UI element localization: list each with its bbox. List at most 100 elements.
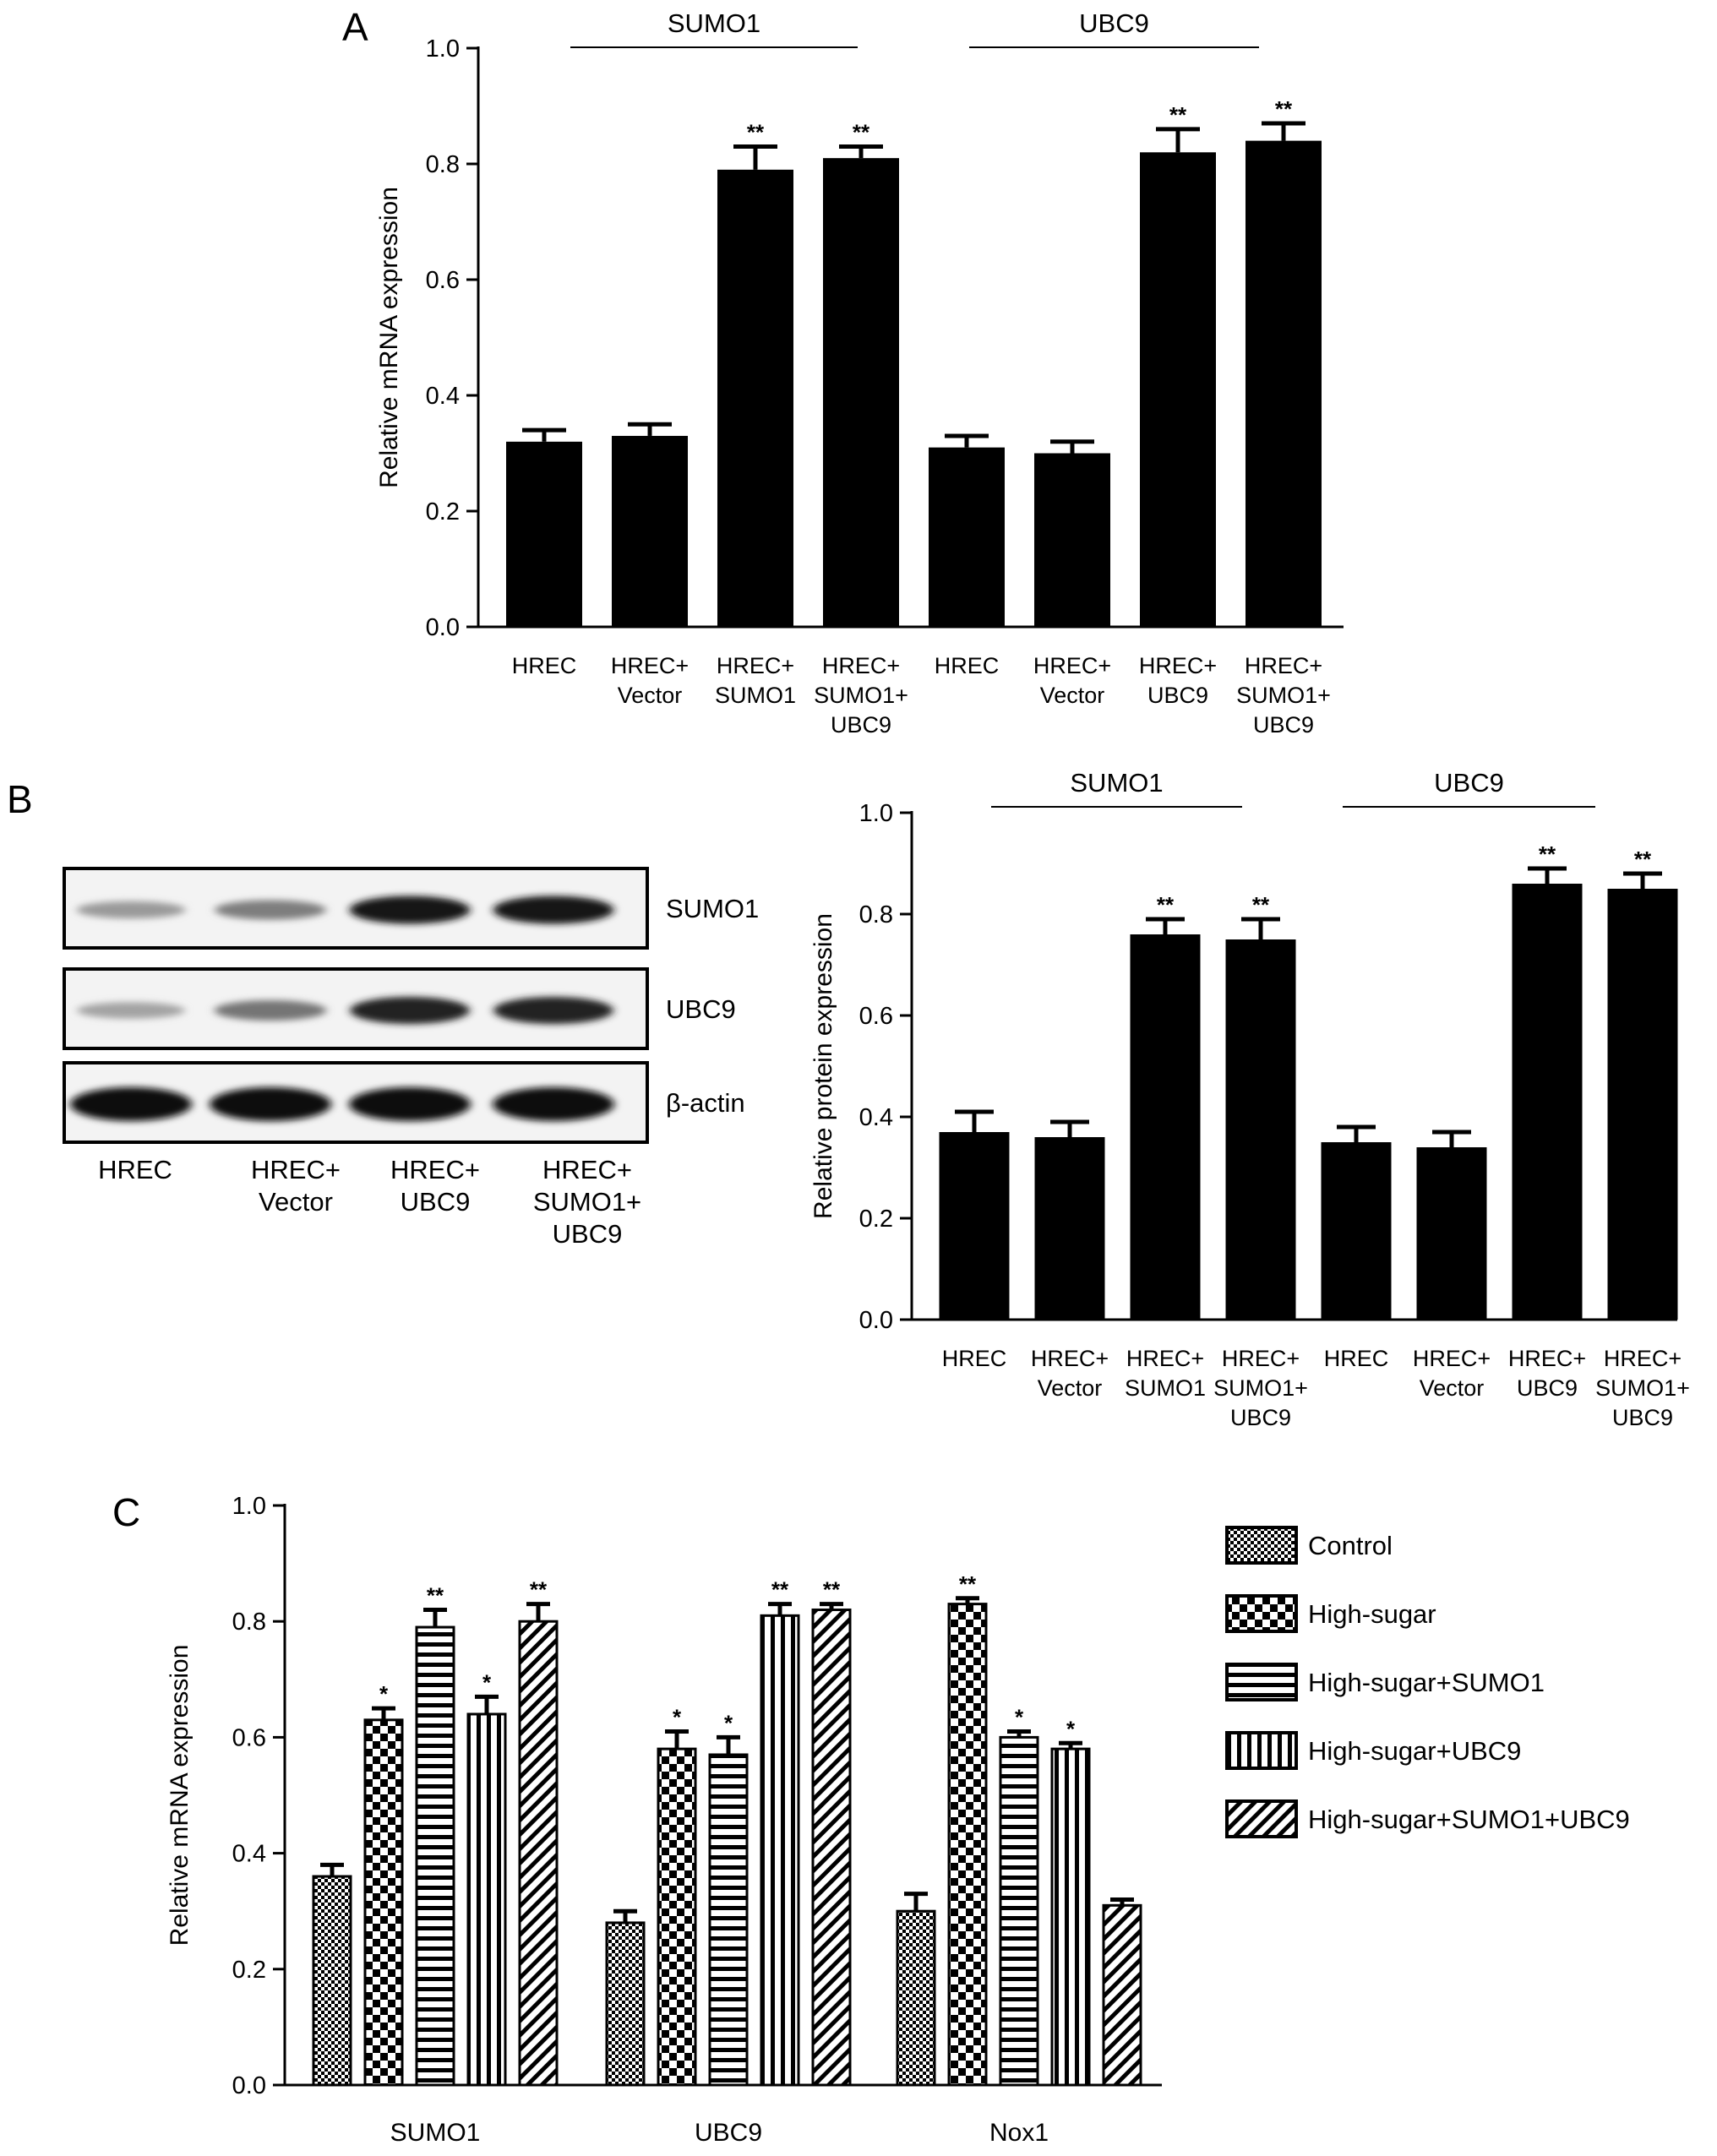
x-tick-label: HREC+ Vector — [1413, 1346, 1491, 1401]
x-tick-label: SUMO1 — [390, 2119, 481, 2147]
y-axis-title: Relative protein expression — [809, 913, 837, 1219]
blot-band — [350, 996, 470, 1025]
x-tick-label: HREC+ Vector — [1031, 1346, 1109, 1401]
x-tick-label: HREC+ SUMO1+ UBC9 — [1236, 653, 1331, 738]
group-label: SUMO1 — [668, 8, 760, 38]
blot-lane-label: HREC+ SUMO1+ UBC9 — [533, 1155, 641, 1249]
bar — [811, 1608, 852, 2087]
significance-label: ** — [771, 1577, 789, 1603]
panel-letter-b: B — [7, 777, 33, 821]
x-tick-label: HREC+ SUMO1+ UBC9 — [814, 653, 908, 738]
blot-band — [493, 896, 614, 924]
bar — [312, 1875, 352, 2087]
y-tick-label: 0.4 — [232, 1841, 266, 1868]
significance-label: * — [1015, 1705, 1024, 1730]
blot-band — [349, 1087, 471, 1121]
y-tick-label: 0.8 — [859, 901, 893, 928]
x-tick-label: HREC+ Vector — [1033, 653, 1111, 708]
blot-band — [349, 896, 471, 924]
x-tick-label: HREC+ SUMO1 — [715, 653, 796, 708]
y-tick-label: 1.0 — [232, 1493, 266, 1520]
y-tick-label: 0.0 — [426, 614, 460, 641]
bar — [823, 158, 899, 627]
group-label: UBC9 — [1434, 768, 1504, 798]
significance-label: ** — [1275, 96, 1293, 122]
blot-row-label: β-actin — [666, 1088, 745, 1118]
blot-row-label: UBC9 — [666, 994, 736, 1024]
legend-swatch — [1225, 1526, 1298, 1565]
bar — [415, 1625, 455, 2087]
blot-row-label: SUMO1 — [666, 894, 759, 923]
significance-label: ** — [853, 119, 870, 144]
chart-a: 0.0 0.2 0.4 0.6 0.8 1.0 Relative mRNA expressi… — [375, 8, 1344, 738]
significance-label: * — [482, 1669, 492, 1695]
bar — [612, 435, 688, 627]
bar — [947, 1603, 988, 2087]
blot-band — [70, 1087, 192, 1121]
bar — [1034, 453, 1110, 627]
significance-label: ** — [823, 1577, 841, 1603]
x-tick-label: HREC+ UBC9 — [1139, 653, 1217, 708]
x-tick-label: HREC+ UBC9 — [1508, 1346, 1586, 1401]
x-tick-label: HREC — [935, 653, 1000, 678]
y-tick-label: 0.0 — [859, 1307, 893, 1334]
significance-label: ** — [1157, 892, 1175, 917]
bar — [657, 1747, 697, 2087]
legend-label: High-sugar+SUMO1+UBC9 — [1308, 1805, 1630, 1834]
bar — [929, 447, 1005, 627]
y-tick-label: 0.2 — [859, 1206, 893, 1233]
significance-label: ** — [959, 1571, 977, 1597]
legend-swatch — [1225, 1731, 1298, 1770]
y-tick-label: 0.2 — [232, 1957, 266, 1984]
y-axis-title: Relative mRNA expression — [375, 187, 403, 488]
bar — [760, 1614, 800, 2087]
chart-c: 0.0 0.2 0.4 0.6 0.8 1.0 Relative mRNA expressi… — [166, 1493, 1630, 2147]
bar — [896, 1909, 936, 2087]
significance-label: ** — [427, 1582, 444, 1608]
y-tick-label: 0.0 — [232, 2072, 266, 2099]
bar — [506, 441, 582, 627]
bar — [717, 169, 793, 628]
significance-label: ** — [747, 119, 765, 144]
bar — [1512, 884, 1583, 1320]
bar — [1102, 1903, 1142, 2087]
significance-label: ** — [1539, 841, 1556, 867]
y-tick-label: 0.6 — [426, 267, 460, 294]
blot-lane-label: HREC+ UBC9 — [390, 1155, 480, 1217]
x-tick-label: HREC — [512, 653, 577, 678]
significance-label: ** — [1634, 847, 1652, 872]
blot-lane-label: HREC — [98, 1155, 172, 1184]
x-tick-label: Nox1 — [989, 2119, 1049, 2147]
bar — [363, 1718, 404, 2087]
y-tick-label: 1.0 — [859, 800, 893, 827]
bar — [1416, 1147, 1487, 1320]
blot-band — [214, 999, 327, 1021]
bar — [605, 1921, 646, 2087]
x-tick-label: HREC+ Vector — [611, 653, 689, 708]
y-tick-label: 0.6 — [232, 1724, 266, 1751]
y-tick-label: 0.4 — [426, 383, 460, 410]
significance-label: * — [673, 1705, 682, 1730]
y-axis-title: Relative mRNA expression — [166, 1645, 194, 1946]
bar — [466, 1712, 507, 2087]
significance-label: ** — [530, 1577, 548, 1603]
y-tick-label: 1.0 — [426, 35, 460, 63]
bar — [708, 1753, 749, 2087]
y-tick-label: 0.8 — [426, 151, 460, 178]
bar — [999, 1735, 1039, 2087]
significance-label: * — [724, 1710, 733, 1735]
bar — [1050, 1747, 1091, 2087]
y-tick-label: 0.2 — [426, 498, 460, 525]
x-tick-label: HREC — [942, 1346, 1007, 1371]
legend-swatch — [1225, 1594, 1298, 1633]
blot-lane-label: HREC+ Vector — [251, 1155, 341, 1217]
y-tick-label: 0.8 — [232, 1609, 266, 1636]
western-blot: SUMO1 UBC9 β-actin HREC HREC+ Vector HREC+ UBC9… — [63, 867, 759, 1249]
bar — [1607, 889, 1678, 1320]
legend: Control High-sugar High-sugar+SUMO1 High-su… — [1225, 1526, 1630, 1838]
bar — [1140, 152, 1216, 628]
legend-swatch — [1225, 1799, 1298, 1838]
panel-letter-c: C — [112, 1490, 140, 1534]
significance-label: * — [379, 1681, 389, 1707]
